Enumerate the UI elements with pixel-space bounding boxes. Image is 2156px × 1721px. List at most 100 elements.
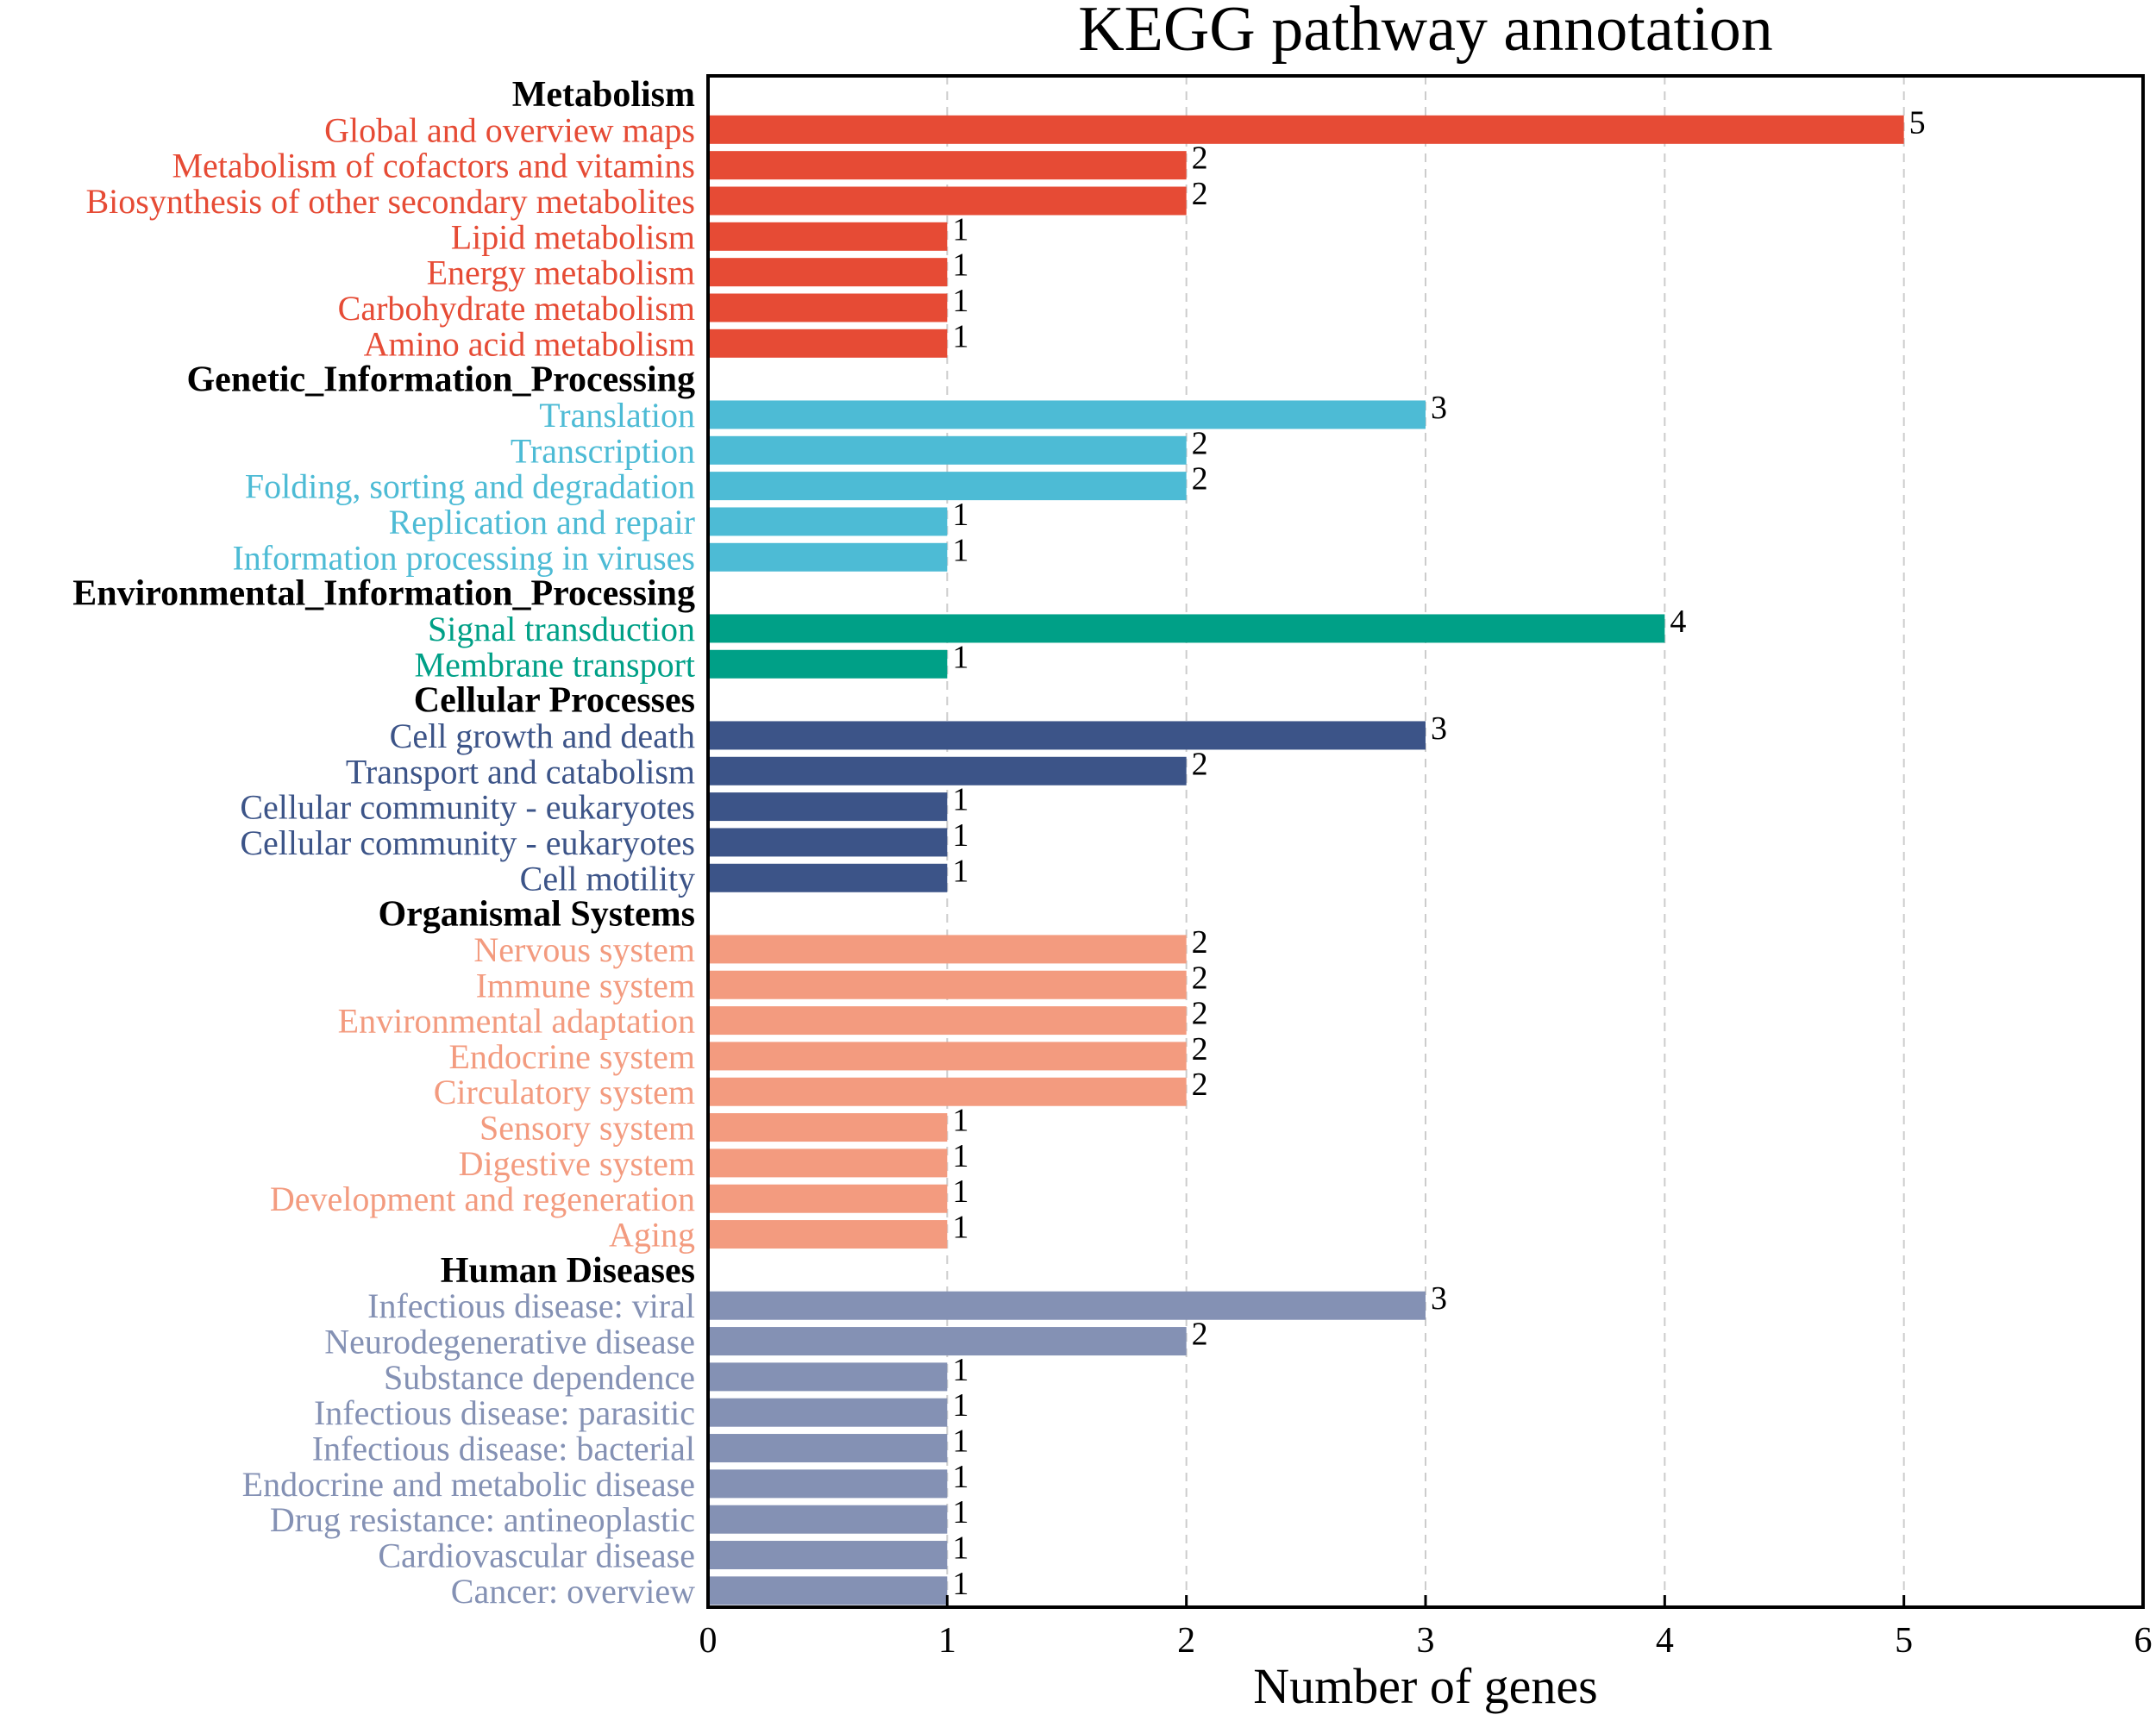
group-header: Organismal Systems: [379, 895, 696, 935]
bar: [708, 1220, 948, 1249]
data-label: 1: [952, 1210, 968, 1246]
category-label: Immune system: [476, 966, 695, 1004]
category-label: Transcription: [511, 431, 695, 470]
category-label: Metabolism of cofactors and vitamins: [172, 147, 695, 185]
bar: [708, 400, 1426, 429]
bar: [708, 151, 1187, 180]
data-label: 1: [952, 1494, 968, 1530]
bar: [708, 435, 1187, 465]
data-label: 1: [952, 817, 968, 854]
category-label: Biosynthesis of other secondary metaboli…: [85, 182, 695, 221]
x-tick-label: 6: [2134, 1621, 2153, 1661]
data-label: 1: [952, 211, 968, 247]
bar: [708, 1398, 948, 1427]
category-label: Endocrine and metabolic disease: [242, 1465, 695, 1504]
bar: [708, 258, 948, 287]
data-label: 1: [952, 782, 968, 818]
data-label: 4: [1670, 604, 1686, 640]
category-label: Translation: [539, 396, 695, 435]
bar: [708, 756, 1187, 785]
category-label: Substance dependence: [384, 1358, 695, 1397]
bar: [708, 935, 1187, 964]
chart-title: KEGG pathway annotation: [1078, 0, 1773, 65]
group-header: Cellular Processes: [414, 681, 695, 721]
category-label: Cell motility: [520, 859, 695, 898]
x-tick-label: 1: [938, 1621, 956, 1661]
x-tick-label: 2: [1177, 1621, 1195, 1661]
bar: [708, 1184, 948, 1213]
category-label: Aging: [609, 1216, 695, 1255]
category-label: Infectious disease: viral: [367, 1286, 695, 1325]
bar: [708, 649, 948, 679]
bar: [708, 542, 948, 572]
category-label: Circulatory system: [434, 1073, 695, 1111]
data-label: 1: [952, 1387, 968, 1424]
data-label: 1: [952, 1103, 968, 1139]
data-label: 2: [1192, 461, 1208, 498]
x-tick-label: 0: [699, 1621, 718, 1661]
bar: [708, 1469, 948, 1499]
category-label: Folding, sorting and degradation: [245, 467, 695, 506]
bar: [708, 1362, 948, 1392]
bar: [708, 1541, 948, 1570]
bar: [708, 1327, 1187, 1356]
data-label: 5: [1909, 104, 1926, 141]
data-label: 1: [952, 247, 968, 284]
data-label: 2: [1192, 924, 1208, 961]
category-label: Global and overview maps: [324, 110, 695, 149]
group-header: Genetic_Information_Processing: [187, 360, 695, 400]
bar: [708, 1113, 948, 1142]
category-label: Drug resistance: antineoplastic: [270, 1500, 695, 1539]
bar: [708, 1576, 948, 1605]
category-label: Signal transduction: [428, 610, 695, 648]
group-header: Human Diseases: [441, 1251, 695, 1291]
data-label: 1: [952, 1173, 968, 1210]
bar: [708, 186, 1187, 216]
data-label: 1: [952, 532, 968, 568]
category-label: Cancer: overview: [451, 1572, 695, 1611]
bar: [708, 472, 1187, 501]
data-label: 1: [952, 497, 968, 533]
x-tick-label: 3: [1417, 1621, 1435, 1661]
category-label: Information processing in viruses: [232, 538, 695, 577]
x-tick-label: 4: [1656, 1621, 1674, 1661]
group-header: Metabolism: [512, 75, 695, 115]
data-label: 3: [1431, 1280, 1447, 1317]
bar: [708, 293, 948, 322]
bar: [708, 1291, 1426, 1320]
bar: [708, 614, 1665, 643]
bar: [708, 792, 948, 822]
bar: [708, 329, 948, 358]
category-label: Replication and repair: [389, 503, 695, 541]
data-label: 2: [1192, 176, 1208, 212]
data-label: 1: [952, 853, 968, 889]
data-label: 1: [952, 318, 968, 354]
data-label: 1: [952, 1566, 968, 1602]
category-label: Development and regeneration: [270, 1180, 695, 1218]
bar: [708, 1006, 1187, 1036]
bar: [708, 1077, 1187, 1106]
bar: [708, 1148, 948, 1178]
x-tick-label: 5: [1895, 1621, 1913, 1661]
category-label: Cell growth and death: [390, 717, 695, 755]
category-label: Carbohydrate metabolism: [338, 289, 695, 328]
data-label: 1: [952, 1352, 968, 1388]
category-label: Cardiovascular disease: [378, 1536, 695, 1575]
category-label: Lipid metabolism: [451, 217, 695, 256]
x-axis-label: Number of genes: [1253, 1658, 1597, 1714]
data-label: 1: [952, 283, 968, 319]
group-header: Environmental_Information_Processing: [72, 574, 695, 614]
data-label: 2: [1192, 746, 1208, 782]
bar: [708, 828, 948, 857]
bar: [708, 115, 1904, 144]
data-label: 2: [1192, 1067, 1208, 1103]
category-label: Membrane transport: [415, 645, 695, 684]
bar: [708, 863, 948, 892]
data-label: 2: [1192, 425, 1208, 461]
data-label: 2: [1192, 1317, 1208, 1353]
data-label: 2: [1192, 1031, 1208, 1067]
category-label: Digestive system: [459, 1144, 695, 1183]
category-label: Amino acid metabolism: [364, 324, 695, 363]
data-label: 1: [952, 1459, 968, 1495]
